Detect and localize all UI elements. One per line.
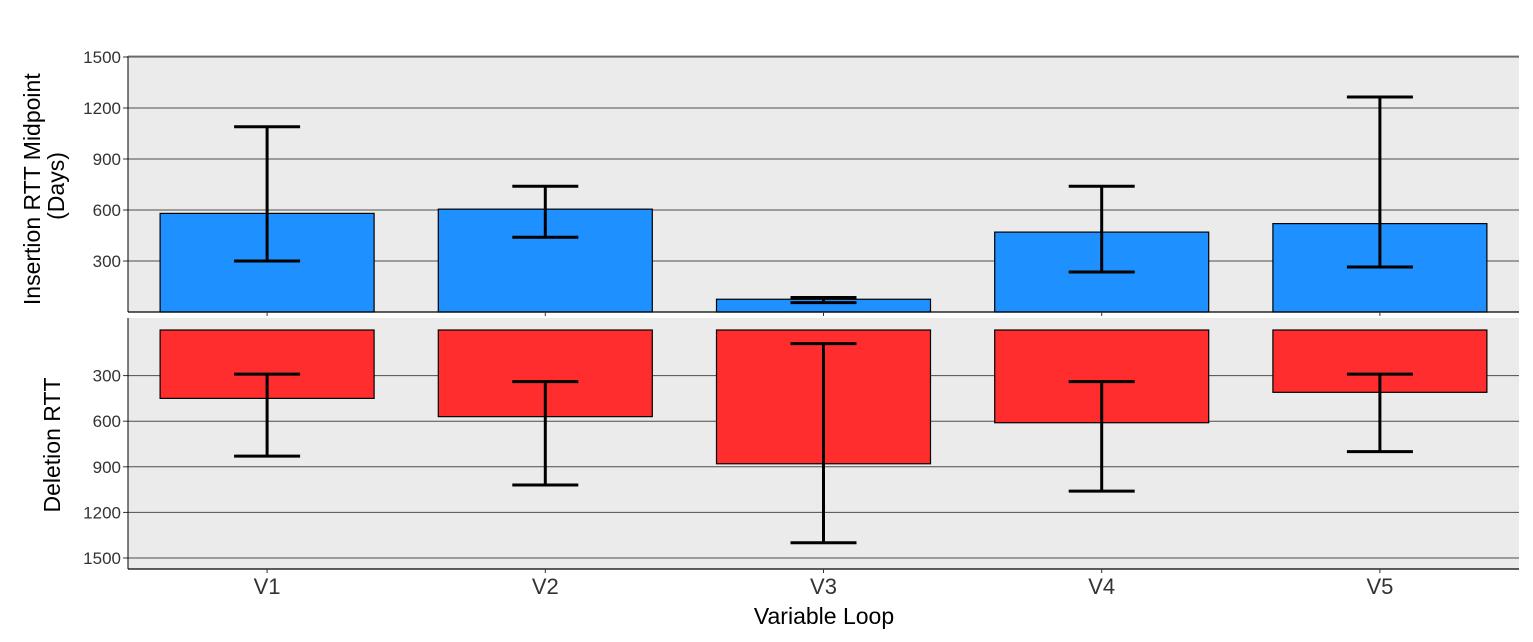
x-tick-label-V2: V2 [532,574,559,599]
insertion-y-axis-title: Insertion RTT Midpoint (Days) [19,67,69,305]
x-tick-label-V3: V3 [810,574,837,599]
insertion-y-axis-title-line-2: (Days) [43,152,69,220]
deletion-y-tick-label: 1200 [83,503,121,522]
deletion-y-tick-label: 900 [93,458,121,477]
deletion-panel: 300 600 900 1200 1500 [83,318,1519,570]
x-axis-title: Variable Loop [754,603,894,629]
x-tick-label-V4: V4 [1088,574,1115,599]
insertion-panel: 300 600 900 1200 1500 [83,48,1519,316]
deletion-y-tick-label: 1500 [83,549,121,568]
insertion-y-axis-title-line-1: Insertion RTT Midpoint [19,73,45,305]
insertion-y-tick-label: 1500 [83,48,121,67]
x-tick-label-V5: V5 [1366,574,1393,599]
deletion-y-tick-label: 600 [93,412,121,431]
insertion-y-tick-label: 300 [93,252,121,271]
deletion-y-tick-label: 300 [93,367,121,386]
deletion-y-axis-title: Deletion RTT [39,377,65,512]
insertion-y-tick-label: 1200 [83,99,121,118]
insertion-y-tick-label: 600 [93,201,121,220]
x-tick-label-V1: V1 [254,574,281,599]
x-axis-ticks: V1 V2 V3 V4 V5 [254,569,1393,599]
insertion-y-tick-label: 900 [93,150,121,169]
